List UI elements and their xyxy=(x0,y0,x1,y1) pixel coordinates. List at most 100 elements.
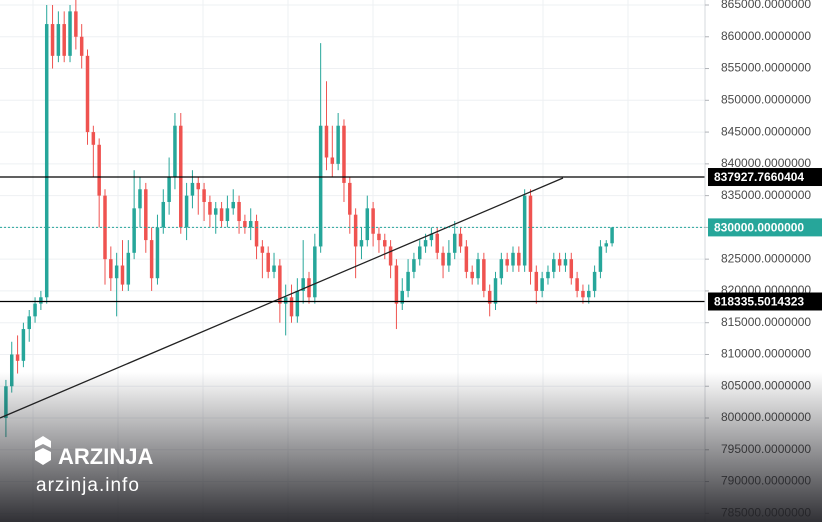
candle-body xyxy=(429,233,434,241)
candle-body xyxy=(493,278,498,304)
level-label: 830000.0000000 xyxy=(714,221,804,235)
candle-body xyxy=(394,265,399,304)
candle-body xyxy=(97,144,101,196)
brand-site: arzinja.info xyxy=(36,475,140,496)
candle-body xyxy=(383,240,387,247)
candle-body xyxy=(359,240,364,247)
candle-body xyxy=(74,11,78,37)
candle-body xyxy=(138,189,142,209)
candle-body xyxy=(348,182,352,215)
candle-body xyxy=(330,157,335,164)
candle-body xyxy=(85,55,90,133)
candle-body xyxy=(149,240,154,279)
candle-body xyxy=(505,259,509,266)
candle-body xyxy=(546,271,550,279)
candle-body xyxy=(435,233,439,253)
candle-body xyxy=(482,259,486,291)
candle-body xyxy=(62,24,66,56)
candle-body xyxy=(464,246,469,272)
candle-body xyxy=(248,221,253,228)
candle-body xyxy=(522,195,527,266)
candle-body xyxy=(144,189,148,241)
candle-body xyxy=(557,259,562,266)
candle-body xyxy=(91,132,96,145)
candles xyxy=(4,0,614,438)
level-label-box xyxy=(708,292,822,311)
candle-body xyxy=(260,246,265,253)
candle-body xyxy=(202,189,206,202)
y-tick-label: 860000.0000000 xyxy=(721,29,811,43)
candle-body xyxy=(592,271,597,291)
candle-body xyxy=(27,316,31,330)
brand-name: ARZINJA xyxy=(58,444,153,469)
candle-body xyxy=(604,243,609,247)
candle-body xyxy=(342,125,346,183)
candle-body xyxy=(132,208,136,253)
level-label-box xyxy=(708,168,822,187)
candle-body xyxy=(441,252,445,266)
candle-body xyxy=(213,208,218,215)
watermark-shade xyxy=(0,372,822,522)
candle-body xyxy=(237,201,241,222)
candle-body xyxy=(324,125,329,158)
level-label: 818335.5014323 xyxy=(714,295,804,309)
candle-body xyxy=(109,259,113,279)
y-tick-label: 810000.0000000 xyxy=(721,347,811,361)
candle-body xyxy=(21,329,26,361)
candle-body xyxy=(563,259,568,266)
candle-body xyxy=(423,240,428,247)
candle-body xyxy=(272,265,276,272)
brand: ARZINJA arzinja.info xyxy=(35,436,153,496)
candle-body xyxy=(552,259,556,272)
candle-body xyxy=(44,24,49,298)
candle-body xyxy=(283,297,288,304)
candle-body xyxy=(365,208,370,241)
candle-body xyxy=(114,265,119,279)
candle-body xyxy=(190,182,195,196)
candle-body xyxy=(511,252,515,266)
candle-body xyxy=(388,246,393,266)
candle-body xyxy=(295,290,300,317)
candle-body xyxy=(610,227,614,244)
candle-body xyxy=(487,290,492,304)
candle-body xyxy=(447,252,451,266)
candle-body xyxy=(219,208,224,222)
candle-body xyxy=(155,227,160,279)
candle-body xyxy=(33,303,37,317)
candle-body xyxy=(406,271,410,291)
candle-body xyxy=(254,221,259,247)
candle-body xyxy=(289,297,294,317)
candle-body xyxy=(313,246,317,298)
candle-body xyxy=(575,278,579,291)
candle-body xyxy=(517,252,521,266)
candle-body xyxy=(184,195,189,228)
candle-body xyxy=(499,259,504,279)
candle-body xyxy=(581,290,585,298)
candle-body xyxy=(173,125,177,177)
candle-body xyxy=(452,233,457,253)
candle-body xyxy=(126,252,131,285)
candle-body xyxy=(68,11,72,56)
candle-body xyxy=(417,246,422,260)
candle-body xyxy=(336,125,340,164)
y-tick-label: 825000.0000000 xyxy=(721,251,811,265)
levels xyxy=(0,176,705,303)
candle-body xyxy=(400,290,405,304)
brand-logo xyxy=(35,436,51,465)
candle-body xyxy=(587,290,591,298)
candle-body xyxy=(56,24,61,56)
candle-body xyxy=(598,246,603,272)
candle-body xyxy=(167,176,171,202)
candle-body xyxy=(278,265,282,304)
candle-body xyxy=(15,354,20,361)
candle-body xyxy=(318,125,323,247)
candle-body xyxy=(225,208,230,222)
y-tick-label: 850000.0000000 xyxy=(721,92,811,106)
candle-body xyxy=(540,278,544,291)
candle-body xyxy=(196,182,201,190)
candle-body xyxy=(476,259,480,279)
y-tick-label: 865000.0000000 xyxy=(721,0,811,11)
candle-body xyxy=(231,201,235,209)
candle-body xyxy=(208,201,212,215)
candle-body xyxy=(161,201,166,228)
